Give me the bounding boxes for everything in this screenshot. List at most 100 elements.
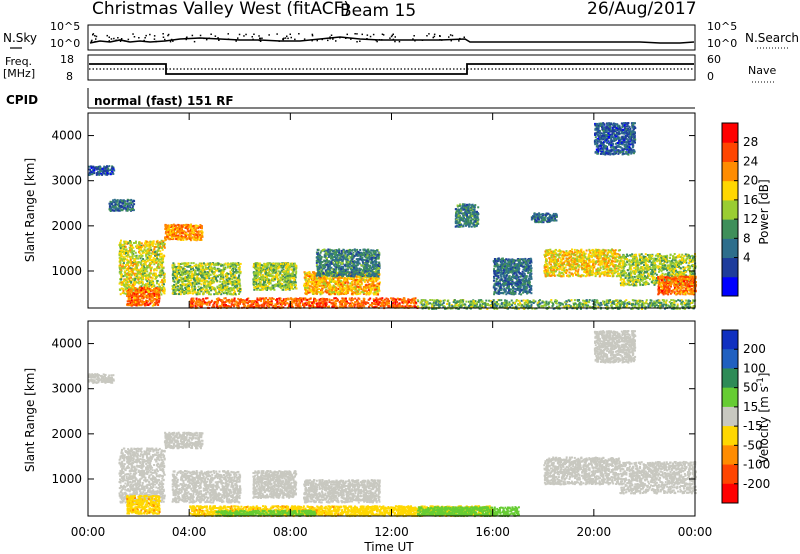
scatter-cell [283, 281, 285, 283]
scatter-cell [182, 288, 184, 290]
scatter-cell [199, 278, 201, 280]
scatter-cell [149, 276, 151, 278]
scatter-cell [392, 305, 394, 307]
noise-dot [172, 40, 174, 42]
scatter-cell [127, 303, 129, 305]
scatter-cell [373, 300, 375, 302]
scatter-cell [280, 303, 282, 305]
scatter-cell [287, 271, 289, 273]
noise-dot [354, 33, 356, 35]
scatter-cell [220, 278, 222, 280]
scatter-cell [222, 276, 224, 278]
scatter-cell [159, 271, 161, 273]
scatter-cell [130, 199, 132, 201]
scatter-cell [233, 300, 235, 302]
scatter-cell [152, 282, 154, 284]
scatter-cell [265, 273, 267, 275]
scatter-cell [119, 288, 121, 290]
noise-left-tick-low: 10^0 [50, 37, 80, 50]
scatter-cell [159, 286, 161, 288]
scatter-cell [148, 244, 150, 246]
scatter-cell [263, 300, 265, 302]
scatter-cell [206, 292, 208, 294]
scatter-cell [134, 283, 136, 285]
scatter-cell [167, 234, 169, 236]
scatter-cell [291, 283, 293, 285]
scatter-cell [197, 291, 199, 293]
noise-dot [335, 40, 337, 42]
scatter-cell [111, 167, 113, 169]
scatter-cell [354, 301, 356, 303]
noise-dot [218, 40, 220, 42]
scatter-cell [135, 291, 137, 293]
scatter-cell [207, 290, 209, 292]
noise-dot [381, 39, 383, 41]
scatter-cell [167, 231, 169, 233]
noise-dot [450, 34, 452, 36]
scatter-cell [195, 225, 197, 227]
scatter-cell [354, 282, 356, 284]
scatter-cell [281, 267, 283, 269]
scatter-cell [131, 288, 133, 290]
scatter-cell [175, 226, 177, 228]
noise-dot [155, 41, 157, 43]
scatter-cell [201, 230, 203, 232]
scatter-cell [122, 292, 124, 294]
scatter-cell [110, 173, 112, 175]
scatter-cell [166, 236, 168, 238]
scatter-cell [257, 265, 259, 267]
scatter-cell [309, 298, 311, 300]
scatter-cell [136, 267, 138, 269]
scatter-cell [116, 207, 118, 209]
scatter-cell [316, 306, 318, 308]
scatter-cell [144, 301, 146, 303]
scatter-cell [172, 268, 174, 270]
scatter-cell [369, 304, 371, 306]
scatter-cell [236, 263, 238, 265]
scatter-cell [165, 224, 167, 226]
scatter-cell [131, 297, 133, 299]
scatter-cell [204, 269, 206, 271]
scatter-cell [178, 231, 180, 233]
scatter-cell [157, 254, 159, 256]
scatter-cell [275, 274, 277, 276]
noise-dot [382, 34, 384, 36]
scatter-cell [134, 304, 136, 306]
scatter-cell [149, 280, 151, 282]
scatter-cell [285, 266, 287, 268]
scatter-cell [177, 280, 179, 282]
scatter-cell [158, 283, 160, 285]
scatter-cell [99, 167, 101, 169]
scatter-cell [275, 269, 277, 271]
scatter-cell [161, 253, 163, 255]
scatter-cell [149, 265, 151, 267]
scatter-cell [349, 298, 351, 300]
scatter-cell [172, 262, 174, 264]
scatter-cell [129, 247, 131, 249]
scatter-cell [339, 301, 341, 303]
scatter-cell [275, 285, 277, 287]
noise-dot [208, 38, 210, 40]
scatter-cell [223, 267, 225, 269]
scatter-cell [210, 274, 212, 276]
scatter-cell [270, 298, 272, 300]
scatter-cell [224, 264, 226, 266]
scatter-cell [279, 280, 281, 282]
scatter-cell [136, 282, 138, 284]
scatter-cell [130, 259, 132, 261]
scatter-cell [134, 278, 136, 280]
scatter-cell [162, 282, 164, 284]
scatter-cell [201, 304, 203, 306]
scatter-cell [280, 271, 282, 273]
scatter-cell [225, 274, 227, 276]
scatter-cell [145, 275, 147, 277]
scatter-cell [196, 298, 198, 300]
scatter-cell [230, 283, 232, 285]
scatter-cell [190, 279, 192, 281]
scatter-cell [253, 286, 255, 288]
scatter-cell [121, 287, 123, 289]
scatter-cell [288, 285, 290, 287]
scatter-cell [334, 297, 336, 299]
noise-dot [304, 38, 306, 40]
scatter-cell [153, 263, 155, 265]
